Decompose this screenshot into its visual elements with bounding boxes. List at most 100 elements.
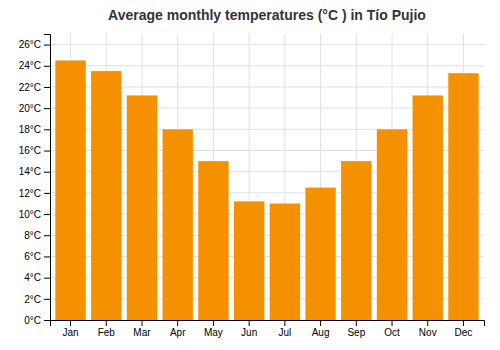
tick-label: May: [204, 327, 223, 338]
y-axis: 0°C 2°C 4°C 6°C 8°C 10°C 12°C 14°C 16°C 18°C 20°C 2…: [19, 35, 51, 326]
tick-mark: [213, 320, 214, 326]
tick: 12°C: [19, 188, 50, 199]
tick-label: 4°C: [24, 272, 41, 283]
tick-mark: [44, 256, 50, 257]
tick-label: 16°C: [19, 145, 41, 156]
tick: Oct: [384, 320, 400, 338]
tick-mark: [106, 320, 107, 326]
bar: [305, 188, 335, 320]
bar: [127, 95, 157, 320]
tick-mark: [392, 320, 393, 326]
chart: 0°C 2°C 4°C 6°C 8°C 10°C 12°C 14°C 16°C 18°C 20°C 2…: [0, 0, 500, 350]
tick: 2°C: [24, 294, 50, 305]
bar: [55, 60, 85, 320]
tick: 24°C: [19, 60, 50, 71]
tick-label: 8°C: [24, 230, 41, 241]
tick: Dec: [455, 320, 473, 338]
tick-label: 14°C: [19, 166, 41, 177]
tick-label: Jun: [241, 327, 257, 338]
tick: 16°C: [19, 145, 50, 156]
tick-mark: [320, 320, 321, 326]
tick-mark: [70, 320, 71, 326]
bar: [91, 71, 121, 320]
tick: 26°C: [19, 39, 50, 50]
tick: 18°C: [19, 124, 50, 135]
tick: 4°C: [24, 272, 50, 283]
tick-label: 12°C: [19, 188, 41, 199]
tick-label: 10°C: [19, 209, 41, 220]
bar: [341, 161, 371, 320]
tick: 10°C: [19, 209, 50, 220]
tick-label: Oct: [384, 327, 400, 338]
grid: [50, 34, 484, 320]
tick-label: 0°C: [24, 315, 41, 326]
tick: 14°C: [19, 166, 50, 177]
grid-line: [50, 44, 484, 45]
title: Average monthly temperatures (°C ) in Tí…: [108, 7, 426, 23]
bar: [163, 129, 193, 320]
axis-line: [44, 35, 51, 321]
tick-mark: [44, 278, 50, 279]
tick: Mar: [133, 320, 151, 338]
tick: 22°C: [19, 82, 50, 93]
tick-label: 20°C: [19, 103, 41, 114]
plot: 0°C 2°C 4°C 6°C 8°C 10°C 12°C 14°C 16°C 18°C 20°C 2…: [19, 34, 485, 338]
tick: May: [204, 320, 223, 338]
tick-mark: [44, 87, 50, 88]
tick-label: 18°C: [19, 124, 41, 135]
tick-label: 6°C: [24, 251, 41, 262]
tick-mark: [44, 172, 50, 173]
tick-label: Dec: [455, 327, 473, 338]
tick-mark: [44, 45, 50, 46]
tick: 0°C: [24, 315, 50, 326]
tick-label: Feb: [98, 327, 116, 338]
x-axis: Jan Feb Mar Apr May Jun Jul Aug Sep Oct Nov Dec: [51, 320, 485, 338]
tick-label: Jul: [278, 327, 291, 338]
tick: Sep: [347, 320, 365, 338]
tick: Aug: [312, 320, 330, 338]
tick-label: 22°C: [19, 82, 41, 93]
tick-label: 24°C: [19, 60, 41, 71]
tick: Feb: [98, 320, 116, 338]
tick-mark: [249, 320, 250, 326]
bar: [448, 73, 478, 320]
tick-mark: [44, 193, 50, 194]
tick-label: Jan: [62, 327, 78, 338]
tick-mark: [44, 320, 50, 321]
tick-label: Nov: [419, 327, 437, 338]
tick-mark: [44, 299, 50, 300]
tick-label: Apr: [170, 327, 186, 338]
tick-mark: [141, 320, 142, 326]
tick-label: Mar: [133, 327, 151, 338]
tick: Apr: [170, 320, 186, 338]
tick-mark: [44, 214, 50, 215]
tick-mark: [463, 320, 464, 326]
tick-label: Aug: [312, 327, 330, 338]
tick-label: 26°C: [19, 39, 41, 50]
tick-mark: [177, 320, 178, 326]
tick: Jul: [278, 320, 291, 338]
tick-label: Sep: [347, 327, 365, 338]
tick: Jun: [241, 320, 257, 338]
tick-mark: [44, 235, 50, 236]
tick: 20°C: [19, 103, 50, 114]
tick-mark: [44, 151, 50, 152]
tick-mark: [427, 320, 428, 326]
bars: [55, 60, 478, 320]
tick-mark: [44, 108, 50, 109]
bar: [198, 161, 228, 320]
bar: [270, 203, 300, 320]
tick-mark: [44, 129, 50, 130]
tick-mark: [284, 320, 285, 326]
axis-line: [51, 321, 485, 327]
tick: Jan: [62, 320, 78, 338]
tick: Nov: [419, 320, 437, 338]
tick-mark: [356, 320, 357, 326]
tick-mark: [44, 66, 50, 67]
bar: [377, 129, 407, 320]
tick: 6°C: [24, 251, 50, 262]
tick-label: 2°C: [24, 294, 41, 305]
bar: [413, 95, 443, 320]
tick: 8°C: [24, 230, 50, 241]
bar: [234, 201, 264, 320]
